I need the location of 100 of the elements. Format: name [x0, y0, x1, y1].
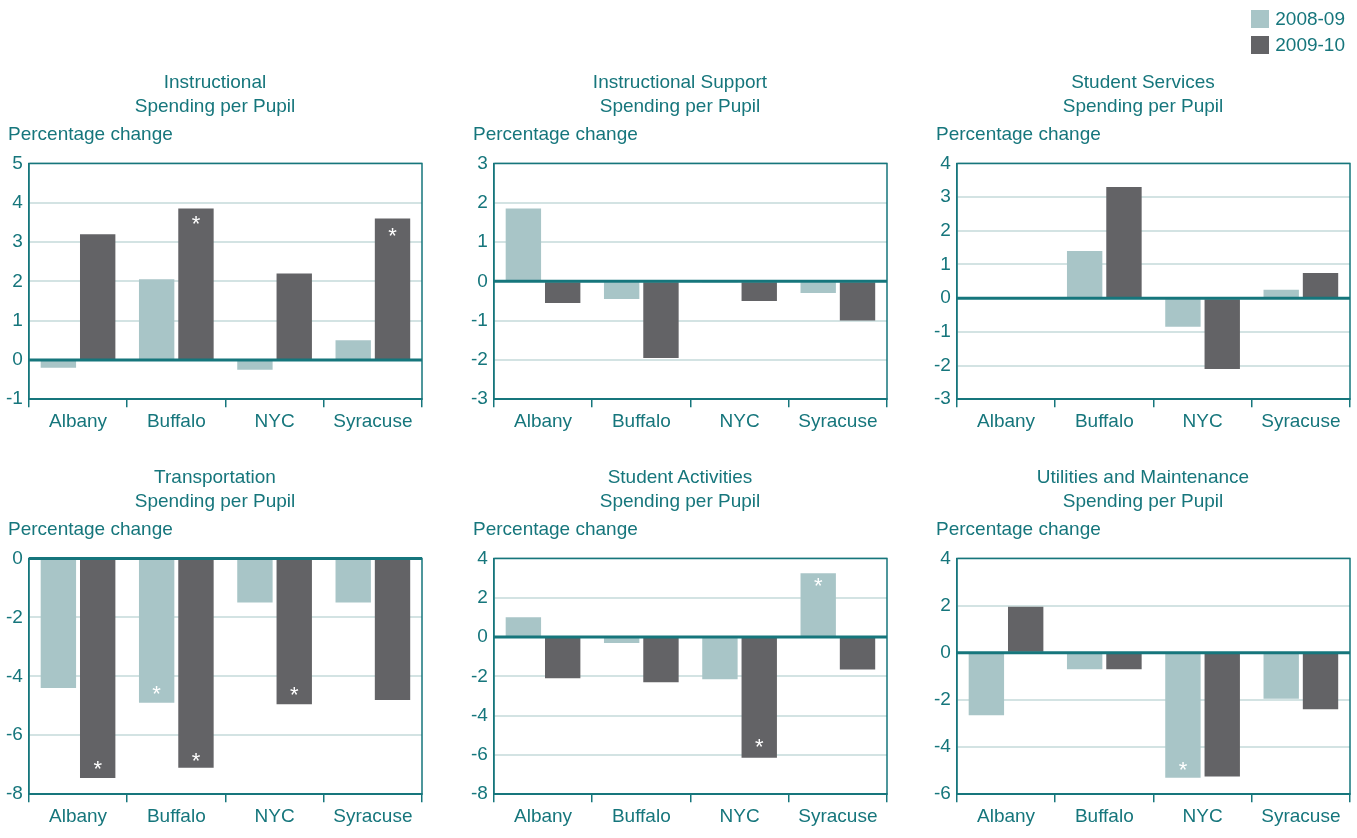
y-tick-label: -4	[5, 664, 24, 686]
bar	[276, 273, 312, 359]
y-tick-label: 0	[940, 286, 951, 308]
y-tick-label: -2	[5, 605, 23, 627]
legend-label: 2009-10	[1275, 34, 1345, 56]
y-tick-label: -6	[933, 782, 951, 804]
y-tick-label: -3	[470, 387, 488, 409]
bar	[1204, 299, 1240, 369]
y-tick-label: -8	[470, 782, 488, 804]
bar	[237, 360, 273, 370]
y-tick-label: 3	[940, 185, 951, 207]
chart-title: Utilities and Maintenance Spending per Pupil	[1035, 465, 1251, 513]
bar	[178, 208, 214, 359]
bar	[545, 638, 581, 679]
y-tick-label: -1	[933, 320, 951, 342]
y-axis-title: Percentage change	[935, 122, 1102, 146]
y-tick-label: -2	[470, 664, 488, 686]
bar	[1165, 299, 1201, 327]
chart-title: Student Activities Spending per Pupil	[598, 465, 762, 513]
y-tick-label: 0	[477, 625, 488, 647]
y-tick-label: 4	[940, 151, 952, 173]
chart-title: Instructional Spending per Pupil	[133, 70, 297, 118]
x-tick-label: Buffalo	[611, 804, 671, 826]
bar	[741, 638, 777, 758]
annotation: *	[191, 211, 201, 237]
bar	[138, 279, 175, 359]
x-tick-label: Buffalo	[1074, 409, 1134, 431]
y-tick-label: -1	[5, 387, 23, 409]
y-axis-title: Percentage change	[7, 122, 174, 146]
x-tick-label: Buffalo	[1074, 804, 1134, 826]
x-tick-label: NYC	[254, 804, 295, 826]
y-tick-label: 0	[12, 546, 23, 568]
y-axis-title: Percentage change	[472, 122, 639, 146]
x-tick-label: NYC	[719, 409, 760, 431]
annotation: *	[191, 748, 201, 774]
x-tick-label: Syracuse	[333, 409, 413, 431]
y-tick-label: 0	[12, 348, 23, 370]
x-tick-label: Albany	[976, 804, 1036, 826]
y-tick-label: 4	[12, 190, 24, 212]
bar	[40, 360, 77, 368]
bar	[374, 218, 411, 359]
x-tick-label: Syracuse	[798, 409, 878, 431]
y-tick-label: -8	[5, 782, 23, 804]
x-tick-label: NYC	[1182, 804, 1223, 826]
legend-label: 2008-09	[1275, 8, 1345, 30]
x-tick-label: Albany	[976, 409, 1036, 431]
x-tick-label: Syracuse	[1261, 804, 1341, 826]
x-tick-label: Buffalo	[146, 409, 206, 431]
bar	[80, 234, 116, 359]
bar	[1066, 250, 1103, 298]
y-tick-label: 1	[477, 230, 488, 252]
y-axis-title: Percentage change	[472, 517, 639, 541]
x-tick-label: Albany	[48, 804, 108, 826]
y-axis-title: Percentage change	[7, 517, 174, 541]
y-tick-label: 1	[940, 252, 951, 274]
y-tick-label: 2	[477, 585, 488, 607]
x-tick-label: NYC	[1182, 409, 1223, 431]
y-tick-label: -4	[933, 735, 952, 757]
x-tick-label: Albany	[513, 804, 573, 826]
y-tick-label: 3	[12, 230, 23, 252]
y-tick-label: -6	[470, 743, 488, 765]
bar	[643, 638, 679, 683]
y-tick-label: 2	[940, 593, 951, 615]
x-tick-label: NYC	[719, 804, 760, 826]
x-tick-label: Syracuse	[798, 804, 878, 826]
y-tick-label: -2	[933, 353, 951, 375]
annotation: *	[813, 573, 823, 599]
bar	[800, 573, 836, 636]
y-axis-title: Percentage change	[935, 517, 1102, 541]
y-tick-label: -2	[933, 688, 951, 710]
x-tick-label: Syracuse	[333, 804, 413, 826]
bar	[702, 638, 738, 680]
chart-title: Transportation Spending per Pupil	[133, 465, 297, 513]
annotation: *	[93, 755, 103, 781]
y-tick-label: 5	[12, 151, 23, 173]
x-tick-label: Albany	[48, 409, 108, 431]
bar	[505, 617, 542, 636]
y-tick-label: 0	[477, 269, 488, 291]
annotation: *	[289, 682, 299, 708]
x-tick-label: Syracuse	[1261, 409, 1341, 431]
chart-title: Student Services Spending per Pupil	[1061, 70, 1225, 118]
bar	[839, 638, 876, 670]
chart-title: Instructional Support Spending per Pupil	[591, 70, 769, 118]
y-tick-label: -6	[5, 723, 23, 745]
annotation: *	[754, 734, 764, 760]
y-tick-label: 4	[940, 546, 952, 568]
bar	[1263, 289, 1299, 298]
annotation: *	[152, 680, 162, 706]
annotation: *	[1178, 756, 1188, 782]
y-tick-label: 2	[940, 219, 951, 241]
y-tick-label: 4	[477, 546, 489, 568]
y-tick-label: 2	[477, 190, 488, 212]
x-tick-label: Buffalo	[611, 409, 671, 431]
bar	[1106, 186, 1142, 298]
y-tick-label: -1	[470, 308, 488, 330]
y-tick-label: -4	[470, 703, 489, 725]
y-tick-label: 1	[12, 308, 23, 330]
y-tick-label: -3	[933, 387, 951, 409]
y-tick-label: 0	[940, 640, 951, 662]
bar	[1302, 272, 1339, 298]
